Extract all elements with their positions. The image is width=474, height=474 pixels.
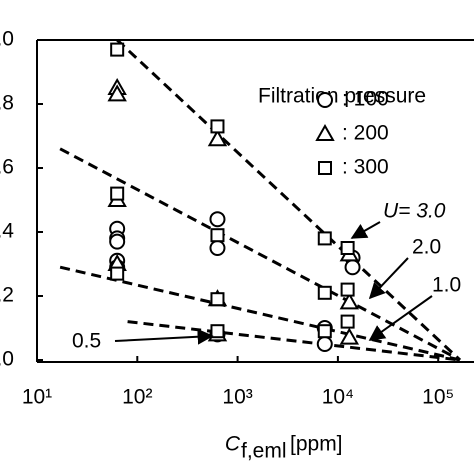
x-label-unit: [ppm] [290, 433, 343, 456]
arrow [368, 295, 433, 341]
marker-circle [344, 259, 361, 276]
legend-label: : 200 [342, 122, 389, 145]
y-tick-label: 0.0 [0, 348, 14, 371]
marker-triangle [315, 123, 335, 141]
annotation: U= 3.0 [383, 200, 446, 223]
y-tick-label: 0.8 [0, 92, 14, 115]
x-tick-label: 10⁴ [322, 386, 354, 409]
marker-circle [109, 233, 126, 250]
marker-circle [209, 240, 226, 256]
marker-square [317, 285, 332, 300]
x-tick-label: 10³ [222, 386, 252, 409]
marker-square [317, 231, 332, 246]
fit-line [59, 147, 461, 362]
arrow [368, 257, 409, 300]
marker-triangle [107, 84, 127, 102]
marker-square [340, 282, 355, 297]
legend-label: : 100 [342, 88, 389, 111]
marker-triangle [339, 292, 360, 310]
marker-square [210, 324, 225, 339]
marker-square [210, 119, 225, 134]
annotation: 2.0 [412, 236, 441, 259]
y-tick-label: 1.0 [0, 28, 14, 51]
annotation: 0.5 [72, 330, 101, 353]
marker-square [340, 314, 355, 329]
legend-title: Filtration pressure [258, 85, 426, 108]
y-tick-label: 0.2 [0, 284, 14, 307]
marker-triangle [339, 327, 360, 345]
marker-square [317, 324, 332, 339]
marker-square [318, 161, 332, 175]
legend-label: : 300 [342, 156, 389, 179]
annotation: 1.0 [432, 274, 461, 297]
marker-square [210, 292, 225, 307]
x-tick-label: 10² [122, 386, 152, 409]
marker-square [210, 228, 225, 243]
fit-line [116, 38, 462, 362]
y-tick-label: 0.4 [0, 220, 14, 243]
marker-square [110, 266, 125, 281]
arrow [350, 221, 381, 239]
fit-line [59, 265, 461, 362]
x-tick-label: 10¹ [22, 386, 52, 409]
y-tick-label: 0.6 [0, 156, 14, 179]
marker-square [340, 241, 355, 255]
x-label-sub: f,eml [241, 440, 287, 463]
marker-circle [316, 336, 333, 352]
marker-circle [317, 92, 333, 108]
marker-square [110, 186, 125, 201]
x-tick-label: 10⁵ [422, 386, 454, 409]
arrow [114, 328, 214, 345]
fit-line [127, 320, 461, 362]
marker-square [110, 42, 125, 57]
marker-triangle [207, 129, 228, 147]
x-label-main: C [225, 433, 241, 456]
marker-circle [209, 211, 226, 228]
